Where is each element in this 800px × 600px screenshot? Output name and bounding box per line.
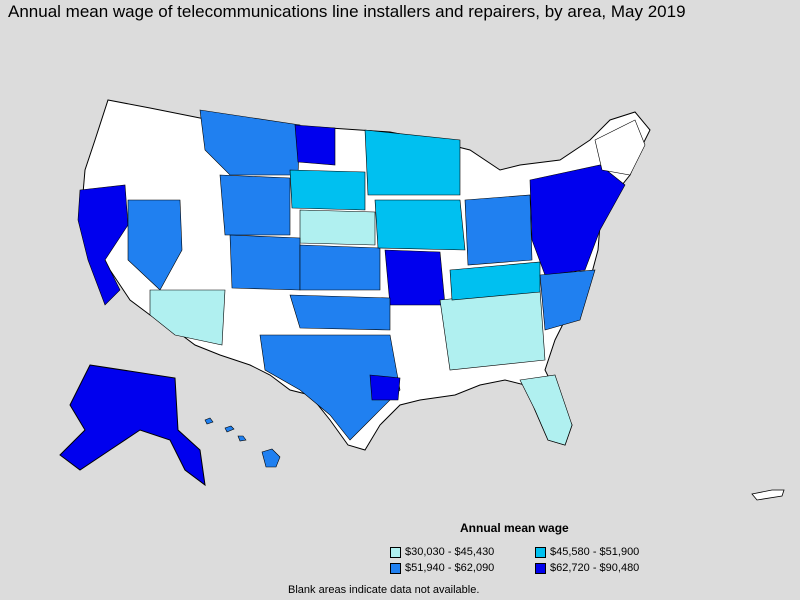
region-montana (199, 109, 301, 176)
region-wyoming (219, 174, 291, 236)
region-kansas (299, 244, 381, 291)
region-carolinas (539, 269, 596, 331)
legend-label-2: $45,580 - $51,900 (550, 546, 640, 558)
region-nevada-utah (127, 199, 183, 291)
region-iowa-illinois (374, 199, 466, 251)
region-new-england (594, 119, 646, 176)
legend-item-4: $62,720 - $90,480 (535, 562, 639, 574)
region-pacific-coast (77, 184, 129, 306)
region-missouri (384, 249, 446, 306)
legend-item-1: $30,030 - $45,430 (390, 546, 494, 558)
legend-item-2: $45,580 - $51,900 (535, 546, 639, 558)
region-texas (259, 334, 401, 441)
region-arizona (149, 289, 226, 346)
legend-title: Annual mean wage (460, 521, 569, 535)
alaska-shape (59, 364, 206, 487)
legend-label-3: $51,940 - $62,090 (405, 562, 495, 574)
hawaii-islands (204, 417, 281, 468)
legend-swatch-4 (535, 562, 546, 574)
legend-item-3: $51,940 - $62,090 (390, 562, 494, 574)
legend-swatch-3 (390, 562, 401, 574)
legend-label-1: $30,030 - $45,430 (405, 546, 495, 558)
footnote: Blank areas indicate data not available. (288, 584, 480, 596)
map-title: Annual mean wage of telecommunications l… (8, 2, 686, 21)
legend-label-4: $62,720 - $90,480 (550, 562, 640, 574)
legend-swatch-2 (535, 546, 546, 558)
region-southeast (439, 289, 546, 371)
region-houston (369, 374, 401, 401)
region-south-dakota (289, 169, 366, 211)
region-north-dakota (294, 124, 336, 166)
puerto-rico-shape (751, 489, 785, 501)
region-florida (519, 374, 573, 446)
legend-swatch-1 (390, 546, 401, 558)
region-tennessee (449, 261, 541, 301)
region-ohio-indiana (464, 194, 533, 266)
region-oklahoma (289, 294, 391, 331)
region-colorado (229, 234, 301, 291)
region-minnesota-wisconsin (364, 129, 461, 196)
region-northeast (529, 164, 626, 276)
region-nebraska (299, 209, 376, 246)
